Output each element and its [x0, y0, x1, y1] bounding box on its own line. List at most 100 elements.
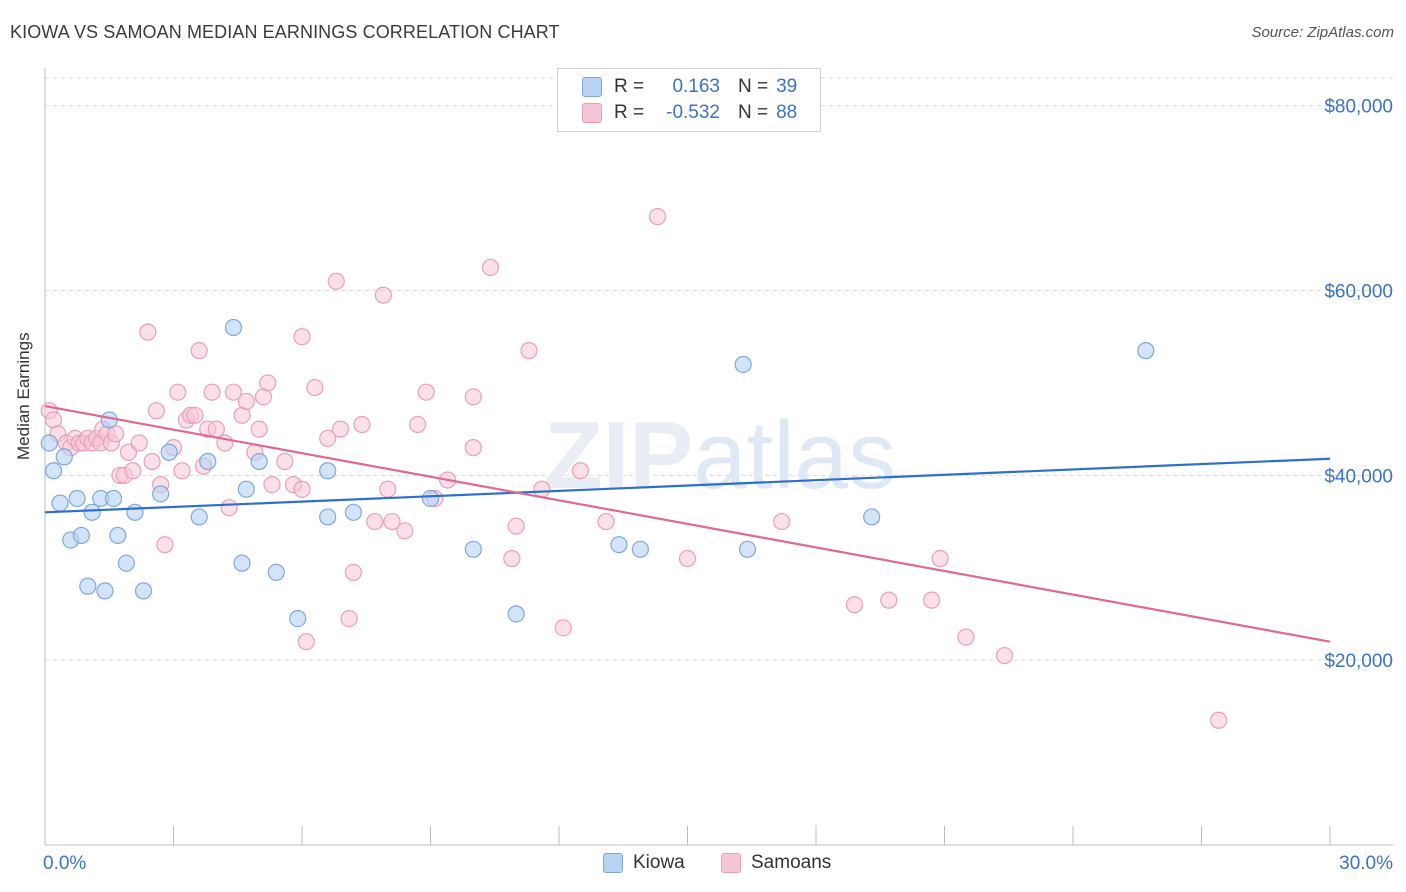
kiowa-point [863, 508, 881, 526]
tick-labels: $20,000 $40,000 $60,000 $80,000 0.0% 30.0% [43, 97, 1393, 874]
kiowa-r-value: 0.163 [672, 76, 720, 97]
kiowa-point [40, 434, 58, 452]
kiowa-point [96, 582, 114, 600]
samoan-point [143, 452, 161, 471]
kiowa-point [126, 503, 144, 521]
kiowa-point [319, 508, 337, 526]
kiowa-swatch [582, 77, 602, 97]
kiowa-point [109, 526, 127, 545]
kiowa-points [40, 318, 1155, 628]
kiowa-point [507, 605, 525, 623]
y-tick-label: $20,000 [1324, 651, 1393, 672]
kiowa-point [1137, 342, 1155, 360]
samoan-point [276, 452, 294, 471]
kiowa-r-label: R = [614, 76, 645, 97]
kiowa-point [134, 582, 153, 600]
kiowa-point [104, 489, 123, 508]
legend-item-kiowa: Kiowa [603, 852, 685, 874]
kiowa-trendline [44, 457, 1331, 514]
kiowa-point [421, 489, 440, 508]
samoan-r-label: R = [614, 102, 645, 123]
samoan-point [554, 619, 572, 637]
samoan-point [880, 591, 898, 609]
samoan-r-value: -0.532 [666, 102, 720, 123]
samoan-point [259, 374, 277, 392]
kiowa-point [160, 443, 178, 461]
kiowa-point [289, 609, 307, 628]
samoan-n-label: N = [738, 102, 769, 123]
samoan-point [203, 383, 221, 401]
samoan-point [319, 429, 337, 447]
kiowa-point [117, 554, 135, 572]
kiowa-point [152, 485, 170, 503]
kiowa-point [344, 503, 362, 521]
samoan-point [396, 522, 414, 540]
kiowa-point [55, 448, 73, 466]
samoan-point [773, 512, 791, 531]
samoan-point [507, 517, 525, 535]
samoan-point [139, 323, 157, 341]
samoan-points [40, 208, 1228, 729]
kiowa-legend-swatch [603, 853, 623, 873]
kiowa-point [51, 494, 69, 512]
samoan-n-value: 88 [776, 102, 798, 123]
samoan-point [678, 549, 697, 568]
kiowa-point [237, 480, 255, 498]
samoan-point [995, 646, 1014, 665]
correlation-legend: R = 0.163 N = 39 R = -0.532 N = 88 [557, 68, 821, 132]
samoan-point [237, 392, 255, 411]
samoan-point [845, 596, 864, 614]
x-tick-label-max: 30.0% [1339, 853, 1393, 874]
kiowa-legend-label: Kiowa [633, 852, 685, 873]
samoan-point [293, 480, 311, 498]
y-tick-label: $60,000 [1324, 282, 1393, 303]
samoan-point [481, 258, 500, 277]
watermark-atlas: atlas [693, 402, 896, 509]
kiowa-point [233, 554, 251, 572]
kiowa-point [738, 540, 757, 558]
watermark: ZIPatlas [544, 402, 896, 509]
samoan-legend-swatch [721, 853, 741, 873]
samoan-point [190, 342, 208, 360]
kiowa-point [464, 540, 482, 558]
samoan-point [379, 480, 397, 498]
trendlines [44, 404, 1331, 643]
samoan-point [597, 512, 615, 531]
y-tick-label: $80,000 [1324, 97, 1393, 118]
samoan-point [464, 388, 482, 406]
samoan-point [353, 415, 371, 434]
samoan-point [503, 549, 521, 568]
samoan-point [297, 633, 315, 651]
samoan-point [648, 208, 667, 226]
series-legend: Kiowa Samoans [0, 852, 1406, 876]
kiowa-point [631, 540, 649, 558]
samoan-point [340, 609, 358, 628]
kiowa-point [44, 462, 63, 480]
samoan-point [331, 420, 350, 438]
kiowa-point [199, 452, 217, 471]
samoan-point [464, 439, 482, 457]
kiowa-point [190, 508, 208, 526]
samoan-point [306, 378, 324, 397]
samoan-point [344, 563, 362, 581]
samoan-point [224, 383, 243, 401]
samoan-point [293, 328, 311, 346]
samoan-point [147, 402, 165, 420]
kiowa-point [79, 577, 97, 595]
legend-row-kiowa: R = 0.163 N = 39 [582, 75, 797, 99]
samoan-point [156, 536, 174, 554]
samoan-point [207, 420, 225, 438]
samoan-point [107, 425, 125, 443]
samoan-legend-label: Samoans [751, 852, 832, 873]
kiowa-point [250, 452, 268, 471]
kiowa-point [319, 462, 337, 480]
kiowa-point [72, 526, 91, 545]
samoan-point [173, 462, 191, 480]
samoan-point [124, 462, 142, 480]
samoan-point [169, 383, 187, 401]
samoan-point [571, 462, 590, 480]
samoan-point [130, 434, 148, 452]
gridlines [45, 77, 1393, 661]
y-tick-label: $40,000 [1324, 466, 1393, 487]
